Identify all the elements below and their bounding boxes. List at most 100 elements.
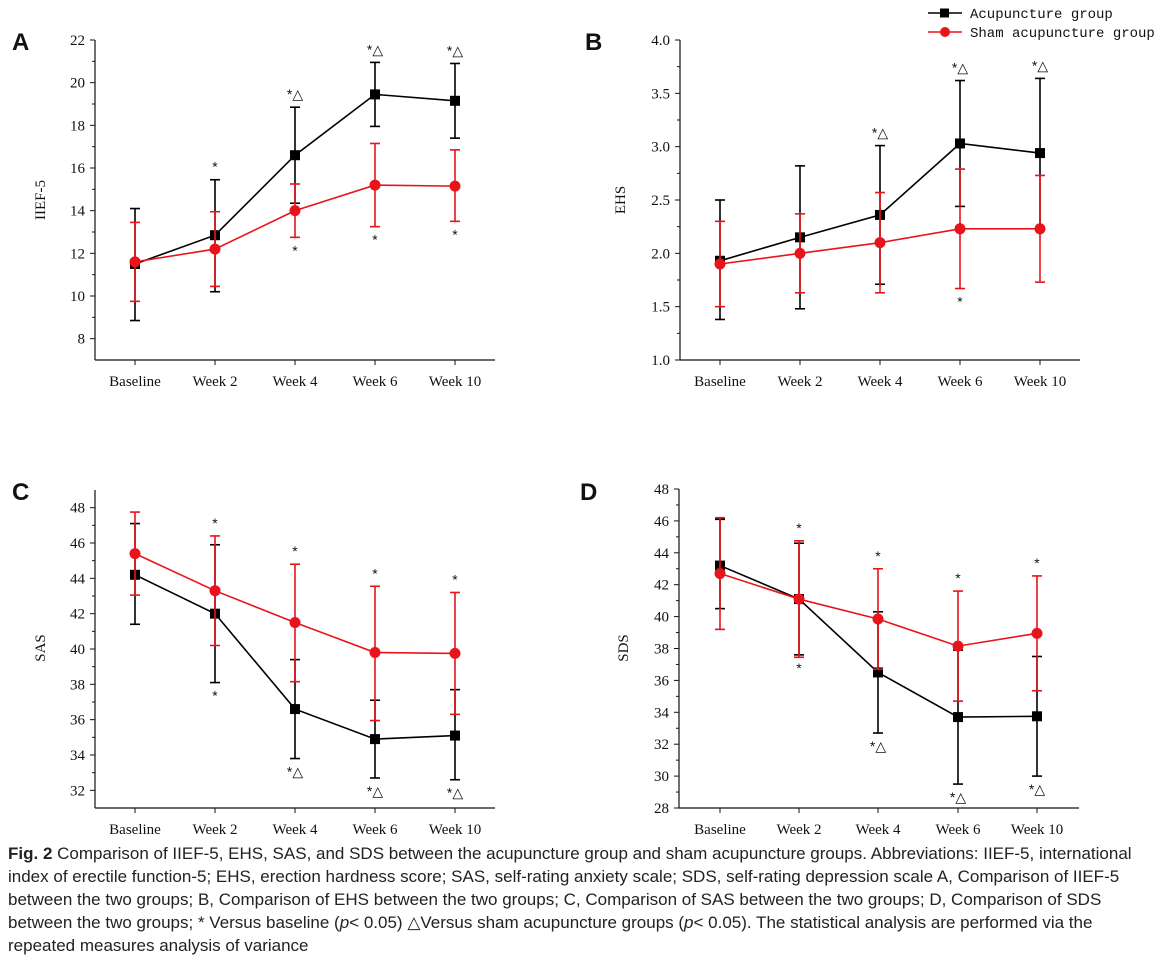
y-axis-title: IIEF-5 <box>33 180 49 220</box>
significance-mark: * <box>452 571 458 587</box>
y-tick-label: 46 <box>70 536 86 552</box>
data-point-circle <box>369 179 381 191</box>
data-point-circle <box>209 585 221 597</box>
significance-mark: *△ <box>367 783 383 799</box>
data-point-square <box>370 89 380 100</box>
y-tick-label: 16 <box>70 161 86 177</box>
series-sham: * <box>714 168 1046 310</box>
series-acupuncture: * *△ *△ *△ <box>130 41 463 322</box>
y-tick-label: 28 <box>654 801 669 817</box>
significance-mark: * <box>212 515 218 531</box>
y-tick-label: 42 <box>70 607 85 623</box>
significance-mark: * <box>955 570 961 586</box>
y-tick-label: 48 <box>654 482 669 498</box>
data-point-circle <box>129 256 141 268</box>
figure-caption: Fig. 2 Comparison of IIEF-5, EHS, SAS, a… <box>8 842 1158 957</box>
legend-label: Acupuncture group <box>970 7 1113 23</box>
x-tick-label: Week 4 <box>855 822 901 838</box>
x-tick-label: Baseline <box>109 822 161 838</box>
series-sham: * * * * <box>714 516 1043 702</box>
legend-marker-square <box>940 8 949 18</box>
significance-mark: * <box>875 548 881 564</box>
significance-mark: * <box>957 294 963 310</box>
y-tick-label: 46 <box>654 514 670 530</box>
x-tick-label: Week 10 <box>429 374 482 390</box>
legend-marker-circle <box>940 27 950 37</box>
data-point-circle <box>289 205 301 217</box>
series-acupuncture: * *△ *△ *△ <box>130 522 463 801</box>
y-tick-label: 36 <box>70 713 86 729</box>
y-tick-label: 38 <box>70 677 85 693</box>
x-tick-label: Week 10 <box>1011 822 1064 838</box>
y-axis-title: SDS <box>616 634 632 662</box>
chart-panel-c: C 32 34 36 38 40 42 44 46 48 Baseline Week 2 Week 4 W… <box>12 479 495 838</box>
data-point-circle <box>793 593 805 605</box>
data-point-circle <box>129 548 141 560</box>
x-tick-label: Week 6 <box>352 822 398 838</box>
data-point-circle <box>209 243 221 255</box>
chart-panel-d: D 28 30 32 34 36 38 40 42 44 46 48 Baseline Week 2 Wee… <box>580 479 1079 838</box>
chart-panel-a: A 8 10 12 14 16 18 20 22 Baseline Week 2 Week 4 Week… <box>12 29 495 390</box>
significance-mark: *△ <box>1029 781 1045 797</box>
y-tick-label: 44 <box>654 546 670 562</box>
significance-mark: * <box>292 543 298 559</box>
significance-mark: * <box>212 159 218 175</box>
significance-mark: * <box>212 688 218 704</box>
y-tick-label: 20 <box>70 76 85 92</box>
y-tick-label: 38 <box>654 642 669 658</box>
significance-mark: * <box>796 520 802 536</box>
data-point-circle <box>874 237 886 249</box>
data-point-square <box>450 730 460 741</box>
data-point-circle <box>369 647 381 659</box>
significance-mark: * <box>796 660 802 676</box>
y-tick-label: 2.5 <box>651 193 670 209</box>
y-tick-label: 8 <box>78 332 86 348</box>
significance-mark: *△ <box>447 785 463 801</box>
x-tick-label: Week 10 <box>1014 374 1067 390</box>
x-tick-label: Week 4 <box>857 374 903 390</box>
chart-panel-b: B 1.0 1.5 2.0 2.5 3.0 3.5 4.0 Baseline Week 2 Week… <box>585 29 1080 390</box>
y-tick-label: 30 <box>654 769 669 785</box>
y-tick-label: 40 <box>654 610 669 626</box>
y-tick-label: 1.5 <box>651 300 670 316</box>
data-point-square <box>953 712 963 723</box>
x-tick-label: Week 10 <box>429 822 482 838</box>
y-tick-label: 40 <box>70 642 85 658</box>
y-tick-label: 36 <box>654 673 670 689</box>
y-tick-label: 4.0 <box>651 33 670 49</box>
data-point-square <box>290 704 300 715</box>
legend-item: Sham acupuncture group <box>928 26 1155 42</box>
y-tick-label: 1.0 <box>651 353 670 369</box>
data-point-circle <box>952 640 964 652</box>
data-point-circle <box>449 180 461 192</box>
legend-item: Acupuncture group <box>928 7 1113 23</box>
legend-label: Sham acupuncture group <box>970 26 1155 42</box>
caption-text-1: Comparison of IIEF-5, EHS, SAS, and SDS … <box>8 844 1132 932</box>
data-point-circle <box>714 258 726 270</box>
significance-mark: * <box>452 226 458 242</box>
y-tick-label: 3.0 <box>651 140 670 156</box>
x-tick-label: Baseline <box>694 374 746 390</box>
data-point-circle <box>1031 627 1043 639</box>
y-tick-label: 18 <box>70 118 85 134</box>
chart-panels: A 8 10 12 14 16 18 20 22 Baseline Week 2 Week 4 Week… <box>12 29 1080 838</box>
data-point-square <box>873 667 883 678</box>
data-point-square <box>370 734 380 745</box>
panel-letter: C <box>12 479 29 506</box>
y-tick-label: 14 <box>70 204 86 220</box>
caption-label: Fig. 2 <box>8 844 53 863</box>
significance-mark: * <box>1034 555 1040 571</box>
series-sham: * * * <box>129 142 461 303</box>
significance-mark: *△ <box>950 789 966 805</box>
caption-p-symbol-2: p <box>684 913 694 932</box>
data-point-circle <box>872 613 884 625</box>
x-tick-label: Baseline <box>109 374 161 390</box>
y-tick-label: 34 <box>70 748 86 764</box>
series-acupuncture: *△ *△ *△ <box>715 57 1048 321</box>
significance-mark: *△ <box>287 764 303 780</box>
y-tick-label: 22 <box>70 33 85 49</box>
caption-triangle-symbol: △ <box>407 913 421 932</box>
caption-p-value-2: < 0.05). The statistical analysis are pe… <box>8 913 1093 955</box>
significance-mark: *△ <box>870 738 886 754</box>
